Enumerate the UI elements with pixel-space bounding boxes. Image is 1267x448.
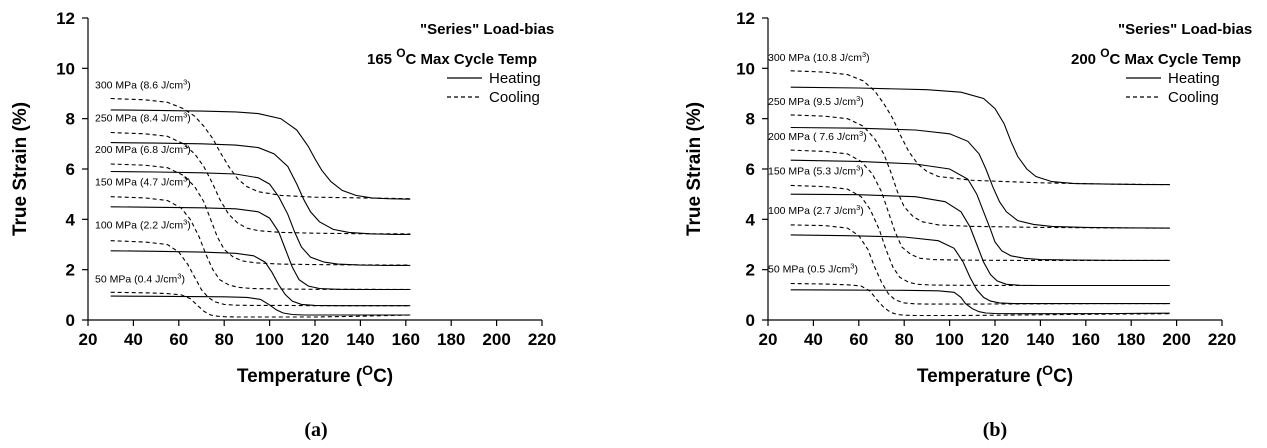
x-tick-label: 180 bbox=[437, 330, 465, 349]
x-tick-label: 140 bbox=[346, 330, 374, 349]
legend-label: Cooling bbox=[489, 89, 540, 106]
panel-a: 20 40 60 80 100 120 140 160 180 200 220 0 2 4 6 8 10 12 Te… bbox=[10, 9, 556, 441]
x-tick-label: 100 bbox=[255, 330, 283, 349]
y-tick-label: 10 bbox=[56, 59, 75, 78]
y-tick-label: 2 bbox=[66, 261, 75, 280]
x-tick-label: 60 bbox=[849, 330, 868, 349]
y-tick-label: 0 bbox=[66, 311, 75, 330]
panel-caption: (b) bbox=[983, 419, 1007, 441]
x-tick-label: 160 bbox=[392, 330, 420, 349]
curve-label: 150 MPa (4.7 J/cm3) bbox=[95, 175, 191, 189]
x-tick-label: 200 bbox=[482, 330, 510, 349]
x-tick-label: 40 bbox=[804, 330, 823, 349]
y-tick-label: 0 bbox=[746, 311, 755, 330]
x-axis-label: Temperature (OC) bbox=[917, 362, 1073, 387]
x-tick-label: 220 bbox=[528, 330, 556, 349]
x-tick-label: 120 bbox=[301, 330, 329, 349]
curve-label: 200 MPa ( 7.6 J/cm3) bbox=[768, 129, 867, 143]
x-tick-label: 60 bbox=[169, 330, 188, 349]
x-tick-label: 180 bbox=[1117, 330, 1145, 349]
panel-b: 20 40 60 80 100 120 140 160 180 200 220 0 2 4 6 8 10 12 Te… bbox=[684, 9, 1252, 441]
x-tick-label: 220 bbox=[1208, 330, 1236, 349]
x-tick-label: 20 bbox=[79, 330, 98, 349]
legend-label: Cooling bbox=[1168, 89, 1219, 106]
x-tick-label: 20 bbox=[759, 330, 778, 349]
x-tick-label: 40 bbox=[124, 330, 143, 349]
y-tick-label: 12 bbox=[56, 9, 75, 28]
y-tick-label: 8 bbox=[66, 110, 75, 129]
x-tick-label: 80 bbox=[215, 330, 234, 349]
y-axis-label: True Strain (%) bbox=[684, 102, 705, 236]
curve-label: 100 MPa (2.7 J/cm3) bbox=[768, 203, 864, 217]
y-tick-label: 4 bbox=[746, 210, 756, 229]
annotation-max-cycle-temp: 200 OC Max Cycle Temp bbox=[1071, 46, 1241, 68]
x-tick-label: 200 bbox=[1162, 330, 1190, 349]
x-axis-label: Temperature (OC) bbox=[237, 362, 393, 387]
y-tick-label: 6 bbox=[66, 160, 75, 179]
curve-label: 200 MPa (6.8 J/cm3) bbox=[95, 142, 191, 156]
curve-label: 50 MPa (0.5 J/cm3) bbox=[768, 262, 858, 276]
legend-label: Heating bbox=[489, 70, 541, 87]
curve-label: 250 MPa (9.5 J/cm3) bbox=[768, 94, 864, 108]
curve-label: 150 MPa (5.3 J/cm3) bbox=[768, 163, 864, 177]
curve-label: 50 MPa (0.4 J/cm3) bbox=[95, 271, 185, 285]
curve-label: 300 MPa (8.6 J/cm3) bbox=[95, 78, 191, 92]
curve-label: 300 MPa (10.8 J/cm3) bbox=[768, 50, 870, 64]
cooling-curve bbox=[791, 284, 1170, 316]
y-tick-label: 4 bbox=[66, 210, 76, 229]
y-tick-label: 10 bbox=[736, 59, 755, 78]
annotation-title: "Series" Load-bias bbox=[420, 21, 554, 38]
x-tick-label: 80 bbox=[895, 330, 914, 349]
curve-label: 100 MPa (2.2 J/cm3) bbox=[95, 218, 191, 232]
x-tick-label: 140 bbox=[1026, 330, 1054, 349]
y-tick-label: 8 bbox=[746, 110, 755, 129]
y-tick-label: 2 bbox=[746, 261, 755, 280]
x-tick-label: 160 bbox=[1072, 330, 1100, 349]
y-tick-label: 6 bbox=[746, 160, 755, 179]
curve-label: 250 MPa (8.4 J/cm3) bbox=[95, 111, 191, 125]
annotation-max-cycle-temp: 165 OC Max Cycle Temp bbox=[367, 46, 537, 68]
legend-label: Heating bbox=[1168, 70, 1220, 87]
y-axis-label: True Strain (%) bbox=[10, 102, 31, 236]
x-tick-label: 120 bbox=[981, 330, 1009, 349]
panel-caption: (a) bbox=[304, 419, 327, 441]
x-tick-label: 100 bbox=[935, 330, 963, 349]
y-tick-label: 12 bbox=[736, 9, 755, 28]
annotation-title: "Series" Load-bias bbox=[1118, 21, 1252, 38]
